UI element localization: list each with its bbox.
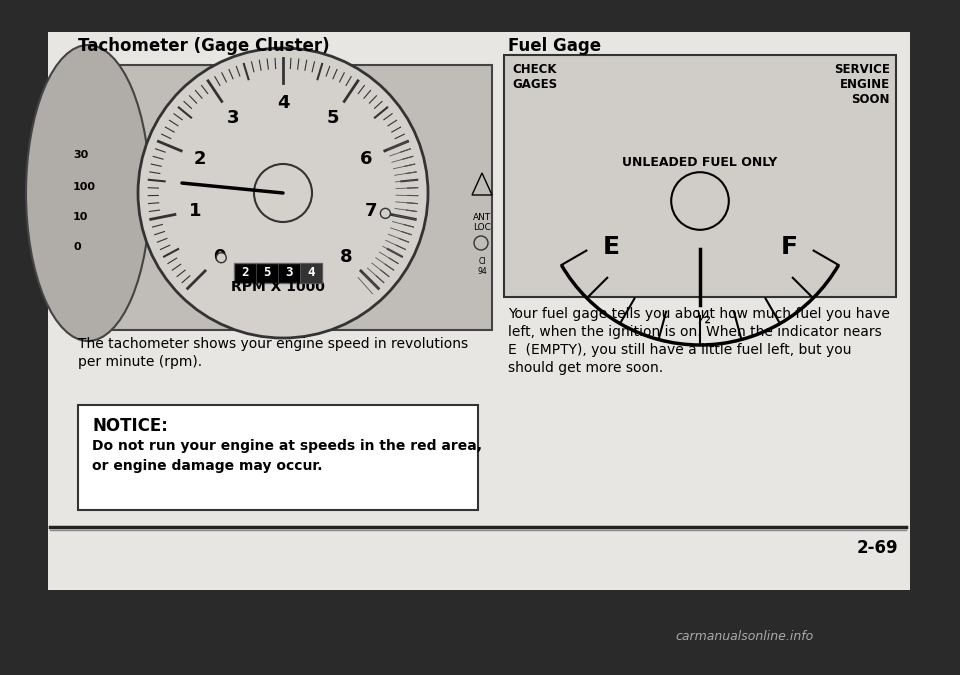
FancyBboxPatch shape	[300, 263, 322, 283]
Text: RPM X 1000: RPM X 1000	[231, 279, 324, 294]
Text: 100: 100	[73, 182, 96, 192]
Text: carmanualsonline.info: carmanualsonline.info	[676, 630, 814, 643]
Circle shape	[380, 209, 391, 219]
Text: 1: 1	[188, 202, 201, 219]
Text: 7: 7	[365, 202, 377, 219]
FancyBboxPatch shape	[68, 65, 492, 330]
Text: 8: 8	[340, 248, 353, 265]
Text: 30: 30	[73, 150, 88, 160]
Text: 5: 5	[326, 109, 339, 128]
Text: NOTICE:: NOTICE:	[92, 417, 168, 435]
Text: 5: 5	[263, 266, 271, 279]
Text: E: E	[602, 236, 619, 259]
Text: Your fuel gage tells you about how much fuel you have: Your fuel gage tells you about how much …	[508, 307, 890, 321]
Text: 10: 10	[73, 212, 88, 222]
FancyBboxPatch shape	[504, 55, 896, 297]
Text: Fuel Gage: Fuel Gage	[508, 37, 601, 55]
Circle shape	[138, 48, 428, 338]
Text: SERVICE
ENGINE
SOON: SERVICE ENGINE SOON	[834, 63, 890, 106]
Text: 2: 2	[241, 266, 249, 279]
Circle shape	[216, 252, 227, 263]
Polygon shape	[472, 173, 492, 195]
Text: 2: 2	[194, 150, 206, 167]
Text: 0: 0	[73, 242, 81, 252]
Text: left, when the ignition is on. When the indicator nears: left, when the ignition is on. When the …	[508, 325, 881, 339]
Text: ½: ½	[695, 310, 711, 328]
FancyBboxPatch shape	[78, 405, 478, 510]
Text: F: F	[780, 236, 798, 259]
Text: ANT
LOC: ANT LOC	[473, 213, 492, 232]
FancyBboxPatch shape	[48, 32, 910, 590]
Text: The tachometer shows your engine speed in revolutions
per minute (rpm).: The tachometer shows your engine speed i…	[78, 337, 468, 369]
Text: 4: 4	[307, 266, 315, 279]
Text: 6: 6	[360, 150, 372, 167]
Text: or engine damage may occur.: or engine damage may occur.	[92, 459, 323, 473]
Circle shape	[254, 164, 312, 222]
Circle shape	[671, 172, 729, 230]
Text: UNLEADED FUEL ONLY: UNLEADED FUEL ONLY	[622, 156, 778, 169]
FancyBboxPatch shape	[234, 263, 322, 283]
Circle shape	[474, 236, 488, 250]
Text: 3: 3	[285, 266, 293, 279]
Text: CHECK
GAGES: CHECK GAGES	[512, 63, 557, 91]
Text: should get more soon.: should get more soon.	[508, 361, 663, 375]
Text: Do not run your engine at speeds in the red area,: Do not run your engine at speeds in the …	[92, 439, 482, 453]
Text: 4: 4	[276, 94, 289, 112]
Text: Tachometer (Gage Cluster): Tachometer (Gage Cluster)	[78, 37, 329, 55]
Text: E  (EMPTY), you still have a little fuel left, but you: E (EMPTY), you still have a little fuel …	[508, 343, 852, 357]
Text: 3: 3	[227, 109, 239, 128]
Text: 0: 0	[213, 248, 226, 265]
Text: CI
94: CI 94	[477, 257, 487, 276]
Text: 2-69: 2-69	[856, 539, 898, 557]
Ellipse shape	[26, 45, 150, 341]
